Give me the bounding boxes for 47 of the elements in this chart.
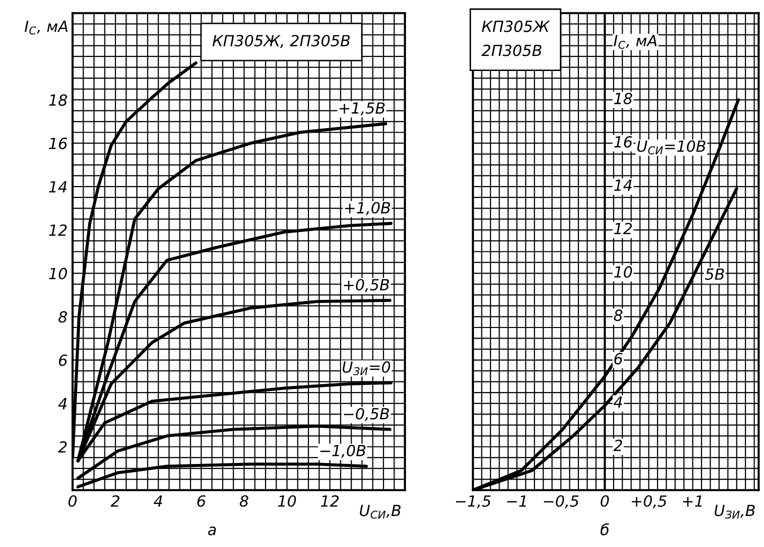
- y-tick-label: 18: [49, 94, 68, 106]
- y-tick-label: 2: [613, 440, 622, 451]
- series-label: +1,5В: [340, 102, 385, 116]
- x-tick-label: −0,5: [544, 495, 579, 508]
- series-label: U$_{СИ}$=10В: [637, 140, 706, 154]
- x-axis-title: U$_{СИ}$,В: [360, 504, 401, 519]
- x-axis-title: U$_{ЗИ}$,В: [714, 504, 755, 519]
- y-tick-label: 8: [58, 311, 68, 323]
- series-label: +0,5В: [344, 278, 389, 292]
- x-tick-label: 0: [68, 495, 77, 507]
- series-label: −0,5В: [344, 408, 389, 422]
- x-tick-label: 4: [154, 495, 162, 507]
- y-tick-label: 12: [49, 224, 67, 236]
- x-tick-label: −1,5: [456, 495, 491, 508]
- x-tick-label: 2: [110, 495, 120, 507]
- x-tick-label: 6: [197, 495, 206, 507]
- y-tick-label: 6: [614, 352, 622, 364]
- y-tick-label: 18: [614, 92, 632, 104]
- y-tick-label: 16: [614, 136, 632, 148]
- y-tick-label: 14: [614, 180, 632, 191]
- y-tick-label: 8: [614, 310, 622, 322]
- x-tick-label: +1: [683, 495, 702, 507]
- y-tick-label: 14: [49, 181, 67, 192]
- series-label: 5В: [705, 268, 724, 280]
- y-tick-label: 10: [49, 268, 67, 280]
- x-tick-label: 10: [278, 495, 296, 507]
- series-label: +1,0В: [345, 202, 390, 216]
- y-tick-label: 16: [49, 138, 68, 150]
- text: б: [600, 523, 610, 536]
- y-tick-label: 4: [614, 396, 622, 408]
- y-tick-label: 10: [614, 266, 632, 278]
- y-tick-label: 4: [58, 398, 67, 410]
- text: КП305Ж 2П305В: [482, 20, 550, 56]
- text: а: [208, 526, 216, 536]
- y-tick-label: 12: [614, 222, 632, 234]
- series-label: −1,0В: [320, 444, 366, 458]
- x-tick-label: 12: [320, 495, 339, 507]
- x-tick-label: +0,5: [632, 495, 666, 508]
- x-tick-label: −1: [507, 495, 526, 507]
- y-tick-label: 6: [58, 354, 68, 366]
- series-label: U$_{ЗИ}$=0: [342, 361, 390, 376]
- text: КП305Ж, 2П305В: [212, 34, 350, 48]
- y-axis-title: I$_{С}$, мА: [24, 20, 68, 35]
- x-tick-label: 0: [600, 495, 609, 507]
- y-axis-title: I$_{С}$, мА: [614, 35, 657, 49]
- y-tick-label: 2: [58, 441, 67, 453]
- x-tick-label: 8: [240, 495, 248, 507]
